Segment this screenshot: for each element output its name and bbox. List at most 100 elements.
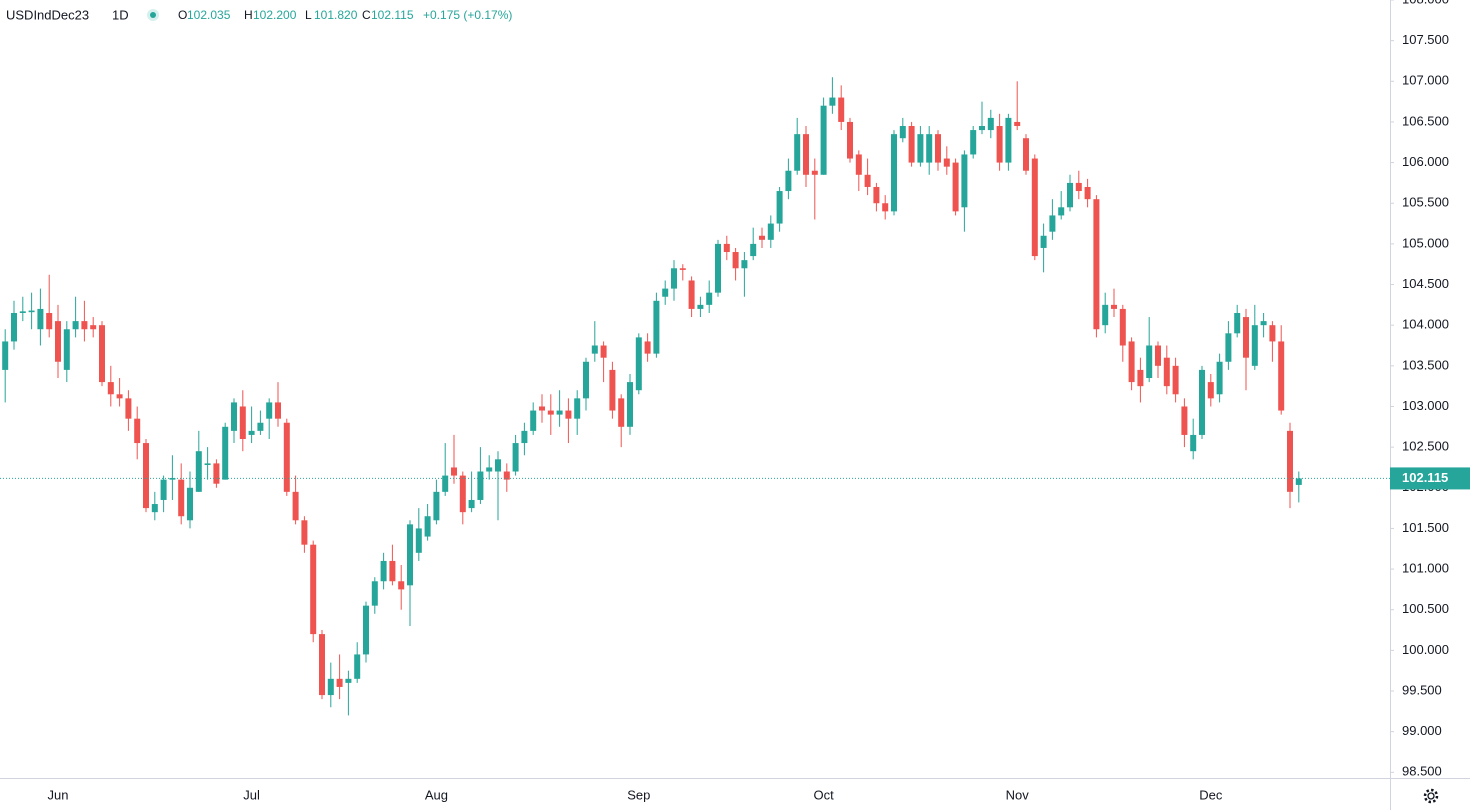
candle-body: [459, 475, 466, 513]
ohlc-value: 102.115: [371, 8, 414, 22]
candle-body: [855, 154, 862, 175]
candle-body: [979, 126, 985, 131]
x-tick-label: Jul: [243, 787, 260, 802]
candle-body: [151, 504, 158, 513]
candle-body: [503, 471, 510, 480]
candle-body: [63, 329, 70, 370]
x-tick-label: Sep: [627, 787, 650, 802]
candle-body: [1067, 182, 1073, 208]
candle-body: [81, 321, 88, 330]
candle-body: [1040, 235, 1047, 248]
candle-body: [187, 487, 193, 521]
candle-body: [292, 491, 299, 521]
candle-body: [987, 117, 994, 131]
candle-body: [178, 479, 185, 517]
candle-body: [1181, 406, 1188, 435]
settings-icon-center: [1427, 792, 1435, 800]
candle-body: [451, 467, 457, 476]
ohlc-value: 101.820: [314, 8, 358, 22]
candle-body: [1146, 345, 1153, 379]
candle-body: [908, 126, 915, 163]
candle-body: [319, 634, 325, 696]
candle-body: [222, 426, 229, 480]
candle-body: [1251, 325, 1258, 366]
candle-body: [90, 325, 97, 330]
candle-body: [1216, 361, 1223, 395]
candle-body: [1128, 341, 1135, 383]
candle-body: [935, 134, 941, 163]
candle-body: [706, 292, 713, 305]
y-tick-label: 108.000: [1402, 0, 1449, 6]
candle-body: [301, 520, 308, 545]
candle-body: [767, 223, 774, 240]
last-price-label: 102.115: [1402, 470, 1448, 485]
last-price-box: [1390, 467, 1470, 490]
candle-body: [354, 654, 361, 679]
candle-body: [107, 382, 114, 395]
candle-body: [266, 402, 273, 419]
candle-body: [1058, 207, 1065, 216]
candle-body: [873, 186, 880, 204]
candle-body: [926, 134, 933, 163]
candle-body: [1119, 308, 1126, 346]
candle-body: [1190, 434, 1197, 452]
candle-body: [1287, 430, 1293, 492]
candle-body: [1014, 121, 1021, 127]
candle-body: [723, 243, 730, 253]
candle-body: [996, 126, 1003, 163]
candle-body: [882, 203, 889, 212]
candle-body: [28, 310, 35, 313]
candle-body: [169, 478, 176, 480]
ohlc-value: 102.200: [253, 8, 297, 22]
y-tick-label: 105.500: [1402, 195, 1449, 210]
candle-body: [741, 260, 748, 269]
y-tick-label: 104.000: [1402, 317, 1449, 332]
candle-body: [1111, 304, 1117, 309]
settings-icon[interactable]: [1423, 788, 1439, 804]
symbol: USDIndDec23: [6, 7, 89, 22]
candle-body: [239, 406, 246, 439]
y-tick-label: 100.500: [1402, 601, 1449, 616]
settings-icon-teeth: [1423, 788, 1439, 804]
candle-body: [195, 451, 202, 492]
ohlc-key: L: [305, 8, 312, 22]
candle-body: [495, 459, 501, 472]
candle-body: [759, 235, 765, 240]
candle-body: [143, 443, 149, 509]
ohlc-key: H: [244, 8, 253, 22]
candle-body: [785, 170, 792, 192]
candle-body: [838, 97, 845, 122]
candle-body: [415, 528, 422, 553]
candle-body: [336, 678, 343, 687]
candle-body: [679, 268, 686, 270]
status-dot: [150, 12, 156, 18]
y-tick-label: 104.500: [1402, 276, 1449, 291]
candle-body: [37, 308, 44, 330]
candle-body: [1084, 186, 1091, 200]
candle-body: [204, 463, 211, 466]
candle-body: [618, 398, 625, 427]
candle-body: [574, 398, 581, 419]
candle-body: [231, 402, 237, 431]
candle-body: [1005, 117, 1012, 163]
x-tick-label: Oct: [813, 787, 834, 802]
candle-body: [257, 422, 264, 431]
candle-body: [803, 134, 809, 175]
candle-body: [627, 382, 633, 427]
ohlc-key: C: [362, 8, 371, 22]
candle-body: [811, 170, 818, 175]
candle-body: [134, 418, 141, 444]
candle-body: [398, 581, 405, 590]
y-tick-label: 101.000: [1402, 561, 1449, 576]
x-tick-label: Dec: [1199, 787, 1223, 802]
price-change: +0.175 (+0.17%): [423, 8, 512, 22]
candle-body: [970, 130, 977, 155]
candle-body: [521, 430, 528, 444]
candle-body: [160, 479, 167, 500]
candle-body: [1207, 382, 1214, 399]
candle-body: [1295, 478, 1302, 485]
candle-body: [46, 312, 53, 330]
candle-body: [345, 678, 352, 683]
